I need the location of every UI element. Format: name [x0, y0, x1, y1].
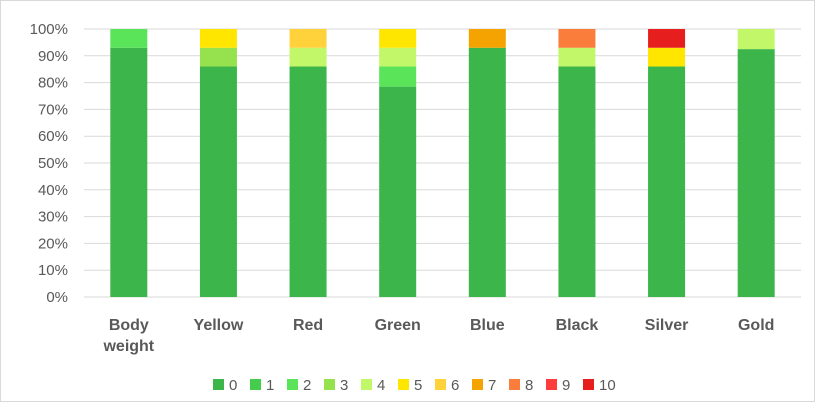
legend-swatch — [472, 379, 483, 390]
x-category-label: Black — [556, 317, 599, 334]
legend-swatch — [324, 379, 335, 390]
x-category-label: weight — [102, 338, 154, 355]
bar-segment — [379, 66, 417, 87]
legend: 0 1 2 3 4 5 6 7 8 9 10 — [213, 377, 616, 394]
y-tick-label: 30% — [38, 209, 68, 226]
legend-label: 3 — [340, 377, 348, 394]
bar-segment — [558, 66, 596, 298]
bar-segment — [558, 47, 596, 67]
bar-segment — [289, 47, 327, 67]
legend-label: 5 — [414, 377, 422, 394]
bar-segment — [199, 47, 237, 67]
y-tick-label: 50% — [38, 155, 68, 172]
x-category-label: Gold — [738, 317, 774, 334]
legend-swatch — [287, 379, 298, 390]
x-category-label: Body — [109, 317, 149, 334]
x-category-label: Green — [375, 317, 421, 334]
y-tick-label: 70% — [38, 101, 68, 118]
y-tick-label: 100% — [30, 21, 68, 38]
bar-segment — [558, 29, 596, 48]
legend-swatch — [435, 379, 446, 390]
legend-swatch — [583, 379, 594, 390]
y-tick-label: 60% — [38, 128, 68, 145]
legend-label: 0 — [229, 377, 237, 394]
legend-label: 7 — [488, 377, 496, 394]
bar-segment — [199, 66, 237, 298]
legend-swatch — [250, 379, 261, 390]
legend-label: 4 — [377, 377, 385, 394]
legend-label: 6 — [451, 377, 459, 394]
y-tick-label: 10% — [38, 262, 68, 279]
x-category-label: Red — [293, 317, 323, 334]
x-category-label: Yellow — [194, 317, 244, 334]
legend-swatch — [361, 379, 372, 390]
y-tick-label: 80% — [38, 75, 68, 92]
bar-segment — [379, 29, 417, 48]
bar-segment — [289, 29, 327, 48]
bar-segment — [379, 86, 417, 298]
x-axis-category-labels: Body weight Yellow Red Green Blue Black Silver G… — [102, 317, 774, 355]
bar-segment — [468, 47, 506, 298]
legend-label: 1 — [266, 377, 274, 394]
gridlines — [84, 28, 801, 298]
y-tick-label: 90% — [38, 48, 68, 65]
legend-label: 2 — [303, 377, 311, 394]
legend-swatch — [509, 379, 520, 390]
legend-label: 10 — [599, 377, 616, 394]
bar-segment — [737, 49, 775, 297]
bars — [110, 29, 775, 298]
y-tick-label: 20% — [38, 235, 68, 252]
y-axis-tick-labels: 0% 10% 20% 30% 40% 50% 60% 70% 80% 90% 100% — [30, 21, 68, 306]
bar-segment — [199, 29, 237, 48]
y-tick-label: 40% — [38, 182, 68, 199]
legend-swatch — [398, 379, 409, 390]
bar-segment — [110, 29, 148, 48]
bar-segment — [648, 29, 686, 48]
bar-segment — [379, 47, 417, 67]
y-tick-label: 0% — [46, 289, 68, 306]
bar-segment — [468, 29, 506, 48]
legend-swatch — [546, 379, 557, 390]
legend-label: 8 — [525, 377, 533, 394]
x-category-label: Blue — [470, 317, 505, 334]
bar-segment — [737, 29, 775, 50]
bar-segment — [110, 47, 148, 298]
bar-segment — [648, 66, 686, 298]
legend-swatch — [213, 379, 224, 390]
x-category-label: Silver — [645, 317, 689, 334]
legend-label: 9 — [562, 377, 570, 394]
bar-segment — [289, 66, 327, 298]
bar-segment — [648, 47, 686, 67]
